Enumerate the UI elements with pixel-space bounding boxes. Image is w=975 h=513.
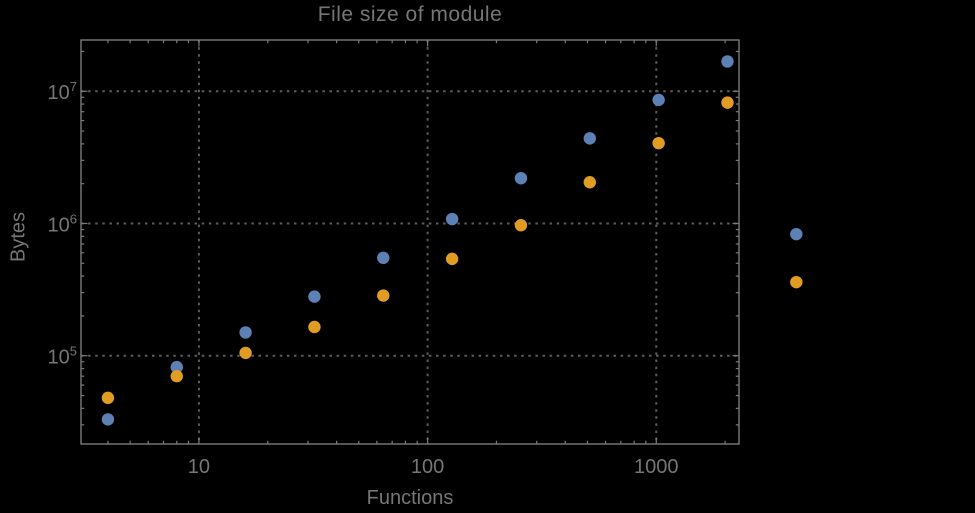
data-point-orange-series	[239, 346, 252, 360]
data-point-blue-series	[377, 251, 390, 265]
data-point-orange-series	[308, 320, 321, 334]
data-point-orange-series	[721, 96, 734, 109]
data-point-blue-series	[583, 132, 596, 145]
data-point-blue-series	[514, 171, 528, 185]
data-point-orange-series	[790, 275, 803, 289]
data-point-blue-series	[790, 227, 803, 241]
data-point-blue-series	[170, 360, 183, 374]
data-point-orange-series	[445, 252, 459, 266]
x-tick-label: 10	[188, 456, 210, 478]
data-point-orange-series	[652, 136, 665, 150]
data-point-orange-series	[101, 391, 115, 405]
y-tick-label: 106	[48, 211, 77, 236]
y-tick-label: 105	[48, 344, 77, 369]
data-point-blue-series	[652, 93, 665, 107]
data-point-blue-series	[308, 290, 321, 303]
data-point-blue-series	[239, 326, 252, 339]
y-tick-label: 107	[48, 79, 77, 104]
data-point-orange-series	[583, 176, 596, 189]
x-tick-label: 100	[411, 456, 444, 478]
data-point-blue-series	[101, 413, 115, 426]
y-axis-label: Bytes	[7, 211, 30, 263]
x-axis-label: Functions	[366, 487, 454, 509]
data-point-orange-series	[514, 219, 528, 232]
data-point-blue-series	[445, 212, 459, 226]
chart-title: File size of module	[317, 3, 503, 26]
data-point-orange-series	[377, 289, 390, 302]
plot-frame	[80, 39, 740, 445]
x-tick-label: 1000	[634, 456, 679, 478]
data-point-orange-series	[170, 370, 183, 383]
data-point-blue-series	[721, 55, 734, 68]
